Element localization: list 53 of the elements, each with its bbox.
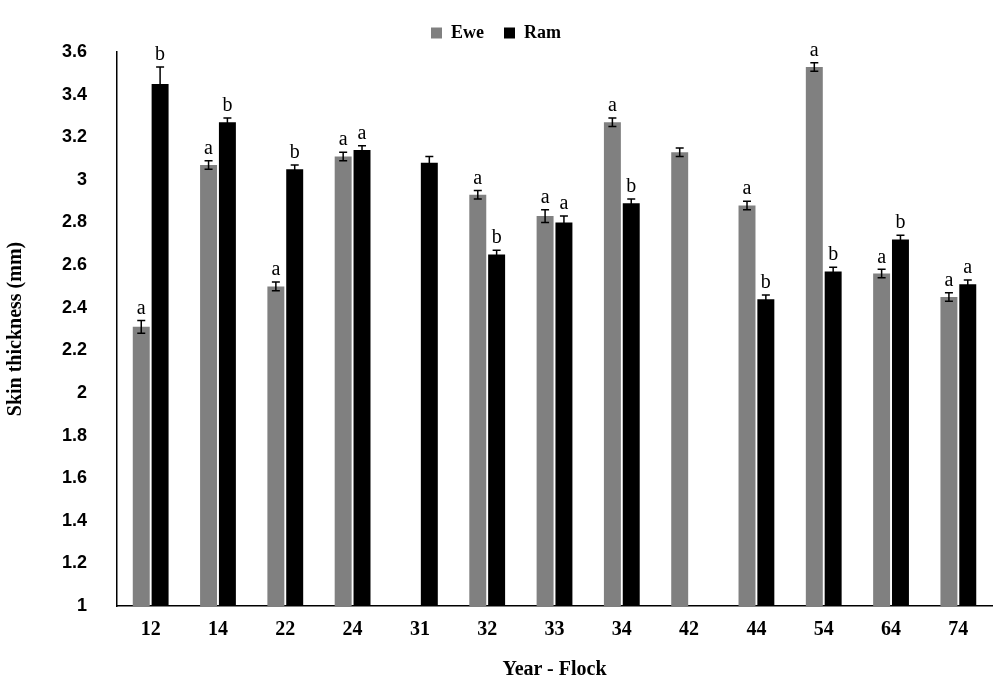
y-tick-label: 1.6: [61, 467, 88, 488]
x-tick-label: 32: [477, 617, 498, 640]
x-tick-label: 54: [813, 617, 834, 640]
data-label: a: [136, 295, 146, 318]
y-tick-label: 3.4: [61, 83, 88, 104]
data-label: a: [540, 184, 550, 207]
y-tick-label: 2.6: [61, 254, 88, 275]
data-label: b: [895, 210, 906, 233]
data-label: a: [963, 255, 973, 278]
x-tick-label: 33: [544, 617, 565, 640]
y-tick-label: 2: [77, 381, 88, 402]
x-tick-label: 12: [140, 617, 161, 640]
y-tick-label: 2.4: [61, 296, 88, 317]
x-tick-label: 42: [679, 617, 700, 640]
legend-label: Ewe: [451, 21, 485, 42]
data-label: a: [607, 93, 617, 116]
y-axis-title: Skin thickness (mm): [3, 241, 27, 417]
x-tick-label: 44: [746, 617, 767, 640]
data-label: b: [626, 174, 637, 197]
legend-label: Ram: [524, 21, 561, 42]
x-tick-label: 34: [611, 617, 632, 640]
data-label: b: [760, 270, 771, 293]
y-tick-label: 2.8: [61, 211, 88, 232]
y-tick-label: 2.2: [61, 339, 88, 360]
y-tick-label: 3.2: [61, 126, 88, 147]
x-tick-label: 24: [342, 617, 363, 640]
data-label: a: [473, 165, 483, 188]
x-tick-label: 14: [207, 617, 228, 640]
y-tick-label: 3.6: [61, 40, 88, 61]
y-tick-label: 1.2: [61, 552, 88, 573]
data-label: b: [828, 242, 839, 265]
y-tick-label: 1: [77, 594, 88, 615]
y-tick-label: 3: [77, 168, 88, 189]
x-tick-label: 74: [948, 617, 969, 640]
data-label: b: [491, 225, 502, 248]
y-tick-label: 1.8: [61, 424, 88, 445]
data-label: a: [357, 121, 367, 143]
data-label: a: [271, 257, 281, 280]
data-label: a: [809, 37, 819, 60]
x-tick-label: 64: [881, 617, 902, 640]
x-tick-label: 31: [409, 617, 430, 640]
data-label: a: [559, 191, 569, 214]
x-axis-title: Year - Flock: [502, 657, 608, 680]
data-label: a: [742, 176, 752, 199]
data-label: a: [204, 135, 214, 158]
y-tick-label: 1.4: [61, 509, 88, 530]
data-label: b: [222, 93, 233, 116]
x-tick-label: 22: [275, 617, 296, 640]
data-label: a: [877, 244, 887, 267]
data-label: a: [338, 127, 348, 150]
data-label: b: [155, 42, 166, 65]
data-label: a: [944, 268, 954, 291]
data-label: b: [289, 140, 300, 163]
